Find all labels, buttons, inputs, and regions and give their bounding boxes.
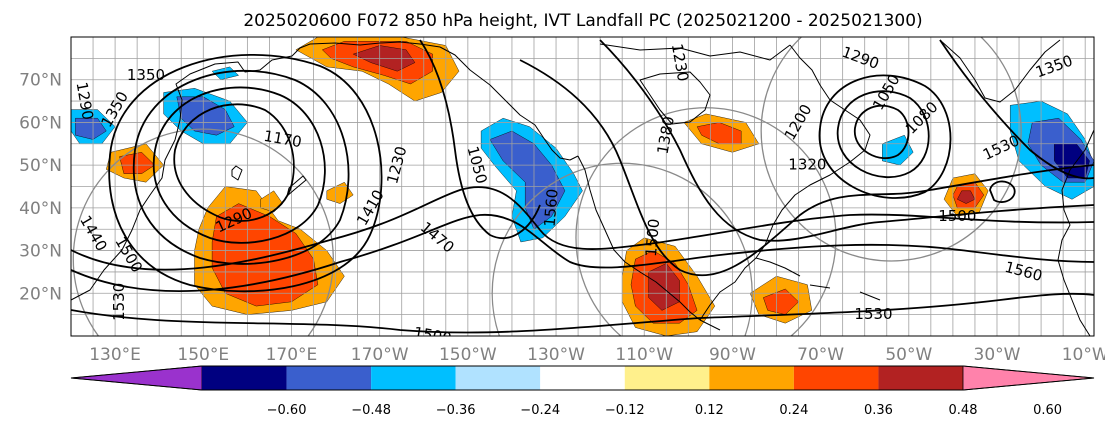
- lon-tick-label: 10°W: [1062, 345, 1105, 365]
- lon-tick-label: 90°W: [709, 345, 756, 365]
- contour-greenland: [939, 39, 1094, 180]
- colorbar-over-arrow: [962, 365, 1095, 391]
- colorbar-tick-label: −0.60: [267, 403, 307, 418]
- coastline-alaska: [439, 46, 579, 161]
- colorbar-segment: [202, 366, 287, 390]
- height-label: 1530: [854, 305, 892, 323]
- lon-tick-label: 170°W: [351, 345, 409, 365]
- map-frame: [70, 36, 1095, 337]
- colorbar-outline: [70, 365, 1095, 391]
- lon-tick-label: 130°E: [89, 345, 141, 365]
- colorbar-segment: [455, 366, 541, 390]
- colorbar-tick-label: 0.48: [949, 403, 978, 418]
- contour-ridge-alaska: [419, 39, 541, 240]
- contour-low-pacific-2: [152, 86, 326, 244]
- lon-tick-label: 70°W: [797, 345, 844, 365]
- height-label: 1350: [127, 66, 165, 84]
- colorbar-segment: [371, 366, 456, 390]
- colorbar-tick-label: 0.24: [779, 403, 808, 418]
- colorbar-tick-label: 0.36: [864, 403, 893, 418]
- ivt-region-10: [75, 117, 107, 140]
- colorbar-tick-label: −0.12: [605, 403, 645, 418]
- coastline-asia: [71, 41, 441, 301]
- height-label: 1320: [788, 156, 826, 174]
- colorbar-tick-label: −0.48: [351, 403, 391, 418]
- contour-trough-na: [519, 59, 1094, 277]
- lon-tick-label: 150°W: [439, 345, 497, 365]
- contour-low-labrador-2: [836, 90, 930, 178]
- lon-tick-label: 130°W: [527, 345, 585, 365]
- contour-zonal-3: [71, 292, 1094, 334]
- lon-tick-label: 150°E: [177, 345, 229, 365]
- lat-tick-label: 50°N: [19, 156, 62, 176]
- latitude-tick-labels: 20°N 30°N 40°N 50°N 60°N 70°N: [19, 71, 62, 305]
- lat-tick-label: 30°N: [19, 242, 62, 262]
- contour-low-atlantic: [989, 180, 1016, 203]
- figure-title: 2025020600 F072 850 hPa height, IVT Land…: [243, 11, 922, 31]
- coastline-arctic: [599, 43, 791, 125]
- height-contours: [71, 39, 1094, 334]
- contour-trough-na-2: [599, 39, 1094, 242]
- height-label: 1500: [938, 207, 976, 225]
- colorbar: −0.60 −0.48 −0.36 −0.24 −0.12 0.12 0.24 0.36 0.4…: [70, 365, 1095, 418]
- coastline-na-west: [577, 155, 701, 321]
- lat-tick-label: 60°N: [19, 113, 62, 133]
- colorbar-segment: [624, 366, 710, 390]
- coastline-caribbean: [699, 257, 881, 331]
- longitude-tick-labels: 130°E 150°E 170°E 170°W 150°W 130°W 110°W 90°W 7…: [89, 345, 1105, 365]
- colorbar-segment: [878, 366, 963, 390]
- contour-low-pacific: [173, 103, 295, 222]
- contour-zonal-1: [71, 186, 1094, 271]
- colorbar-tick-label: 0.60: [1033, 403, 1062, 418]
- lon-tick-label: 170°E: [266, 345, 318, 365]
- ivt-region-17: [763, 288, 799, 315]
- contour-low-pacific-4: [108, 54, 383, 293]
- lat-tick-label: 20°N: [19, 284, 62, 304]
- colorbar-segment: [709, 366, 794, 390]
- coastline-greenland: [939, 39, 1061, 103]
- colorbar-segment: [793, 366, 879, 390]
- height-label: 1500: [642, 218, 663, 258]
- contour-low-labrador: [854, 104, 910, 160]
- lat-tick-label: 70°N: [19, 71, 62, 91]
- colorbar-tick-label: −0.36: [436, 403, 476, 418]
- colorbar-tick-label: −0.24: [520, 403, 560, 418]
- colorbar-segment: [540, 366, 625, 390]
- coastlines: [71, 39, 1094, 336]
- lon-tick-label: 30°W: [974, 345, 1021, 365]
- coastline-na-east: [699, 44, 871, 321]
- ivt-region-23: [957, 190, 976, 204]
- lon-tick-label: 110°W: [615, 345, 673, 365]
- lon-tick-label: 50°W: [885, 345, 932, 365]
- colorbar-tick-label: 0.12: [695, 403, 724, 418]
- contour-zonal-2: [71, 214, 1094, 292]
- height-label: 1560: [541, 188, 562, 228]
- lat-tick-label: 40°N: [19, 199, 62, 219]
- colorbar-segment: [286, 366, 372, 390]
- contour-low-pacific-3: [132, 69, 350, 265]
- range-ring-0: [72, 128, 334, 336]
- height-label: 1530: [110, 283, 128, 321]
- contour-low-labrador-3: [818, 74, 952, 199]
- ivt-region-6: [489, 130, 566, 230]
- graticule: [71, 37, 1094, 336]
- colorbar-under-arrow: [70, 365, 203, 391]
- range-ring-3: [760, 37, 1022, 262]
